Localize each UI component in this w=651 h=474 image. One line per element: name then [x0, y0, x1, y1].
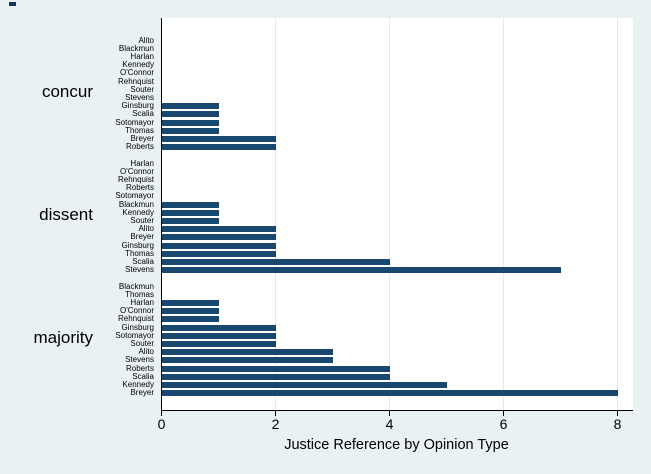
justice-label-majority-13: Breyer: [130, 388, 154, 398]
gridline-x2: [275, 18, 276, 410]
justice-label-dissent-2: Rehnquist: [117, 174, 154, 184]
bar-majority-scalia: [162, 373, 390, 380]
bar-majority-stevens: [162, 357, 333, 364]
justice-label-majority-3: O'Connor: [120, 306, 154, 316]
x-tick-label-2: 2: [271, 416, 280, 432]
bar-dissent-thomas: [162, 250, 276, 257]
x-tick-8: [617, 411, 618, 416]
justice-label-concur-10: Sotomayor: [115, 117, 154, 127]
x-tick-4: [389, 411, 390, 416]
bar-dissent-scalia: [162, 258, 390, 265]
bar-majority-kennedy: [162, 381, 447, 388]
justice-label-concur-5: Rehnquist: [117, 76, 154, 86]
justice-label-dissent-6: Kennedy: [122, 207, 154, 217]
justice-label-dissent-5: Blackmun: [118, 199, 154, 209]
x-tick-label-4: 4: [385, 416, 394, 432]
justice-label-majority-6: Sotomayor: [115, 330, 154, 340]
justice-label-dissent-13: Stevens: [125, 265, 154, 275]
group-label-concur: concur: [41, 81, 93, 101]
bar-concur-roberts: [162, 144, 276, 151]
corner-artifact-mark: [9, 2, 16, 6]
justice-label-majority-5: Ginsburg: [121, 322, 154, 332]
bar-majority-breyer: [162, 390, 618, 397]
x-tick-label-8: 8: [613, 416, 622, 432]
justice-label-majority-9: Stevens: [125, 355, 154, 365]
justice-label-dissent-8: Alito: [138, 224, 154, 234]
bar-concur-scalia: [162, 111, 219, 118]
bar-dissent-souter: [162, 217, 219, 224]
plot-area: [161, 18, 633, 411]
bar-majority-o'connor: [162, 308, 219, 315]
justice-label-dissent-10: Ginsburg: [121, 240, 154, 250]
justice-label-dissent-3: Roberts: [125, 183, 154, 193]
bar-dissent-breyer: [162, 234, 276, 241]
x-axis-title: Justice Reference by Opinion Type: [284, 437, 509, 453]
bar-majority-alito: [162, 349, 333, 356]
bar-concur-ginsburg: [162, 103, 219, 110]
justice-label-concur-13: Roberts: [125, 142, 154, 152]
justice-label-dissent-11: Thomas: [125, 248, 154, 258]
justice-label-concur-12: Breyer: [130, 133, 154, 143]
group-label-majority: majority: [33, 327, 93, 347]
bar-majority-ginsburg: [162, 324, 276, 331]
justice-label-concur-6: Souter: [130, 84, 154, 94]
justice-label-dissent-7: Souter: [130, 215, 154, 225]
x-tick-6: [503, 411, 504, 416]
gridline-x6: [503, 18, 504, 410]
x-tick-label-0: 0: [157, 416, 166, 432]
bar-concur-breyer: [162, 135, 276, 142]
group-label-dissent: dissent: [39, 204, 93, 224]
bar-majority-souter: [162, 340, 276, 347]
bar-dissent-kennedy: [162, 209, 219, 216]
bar-concur-thomas: [162, 127, 219, 134]
justice-label-concur-9: Scalia: [132, 109, 154, 119]
justice-label-majority-12: Kennedy: [122, 379, 154, 389]
justice-label-dissent-9: Breyer: [130, 232, 154, 242]
bar-majority-sotomayor: [162, 332, 276, 339]
justice-label-majority-7: Souter: [130, 338, 154, 348]
justice-label-majority-1: Thomas: [125, 289, 154, 299]
x-tick-2: [275, 411, 276, 416]
justice-label-majority-4: Rehnquist: [117, 314, 154, 324]
justice-label-concur-4: O'Connor: [120, 68, 154, 78]
justice-label-majority-2: Harlan: [130, 297, 154, 307]
justice-label-majority-8: Alito: [138, 347, 154, 357]
justice-label-concur-7: Stevens: [125, 92, 154, 102]
justice-label-dissent-12: Scalia: [132, 256, 154, 266]
gridline-x4: [389, 18, 390, 410]
gridline-x8: [617, 18, 618, 410]
justice-label-concur-8: Ginsburg: [121, 101, 154, 111]
justice-label-concur-1: Blackmun: [118, 43, 154, 53]
bar-dissent-blackmun: [162, 201, 219, 208]
justice-label-dissent-4: Sotomayor: [115, 191, 154, 201]
x-tick-label-6: 6: [499, 416, 508, 432]
justice-label-majority-10: Roberts: [125, 363, 154, 373]
bar-dissent-alito: [162, 226, 276, 233]
x-tick-0: [161, 411, 162, 416]
justice-label-concur-11: Thomas: [125, 125, 154, 135]
justice-label-majority-11: Scalia: [132, 371, 154, 381]
justice-label-concur-3: Kennedy: [122, 60, 154, 70]
justice-label-concur-2: Harlan: [130, 51, 154, 61]
bar-dissent-ginsburg: [162, 242, 276, 249]
justice-label-concur-0: Alito: [138, 35, 154, 45]
bar-majority-rehnquist: [162, 316, 219, 323]
bar-dissent-stevens: [162, 267, 561, 274]
bar-majority-harlan: [162, 299, 219, 306]
bar-concur-sotomayor: [162, 119, 219, 126]
justice-label-majority-0: Blackmun: [118, 281, 154, 291]
justice-label-dissent-1: O'Connor: [120, 166, 154, 176]
justice-label-dissent-0: Harlan: [130, 158, 154, 168]
bar-majority-roberts: [162, 365, 390, 372]
